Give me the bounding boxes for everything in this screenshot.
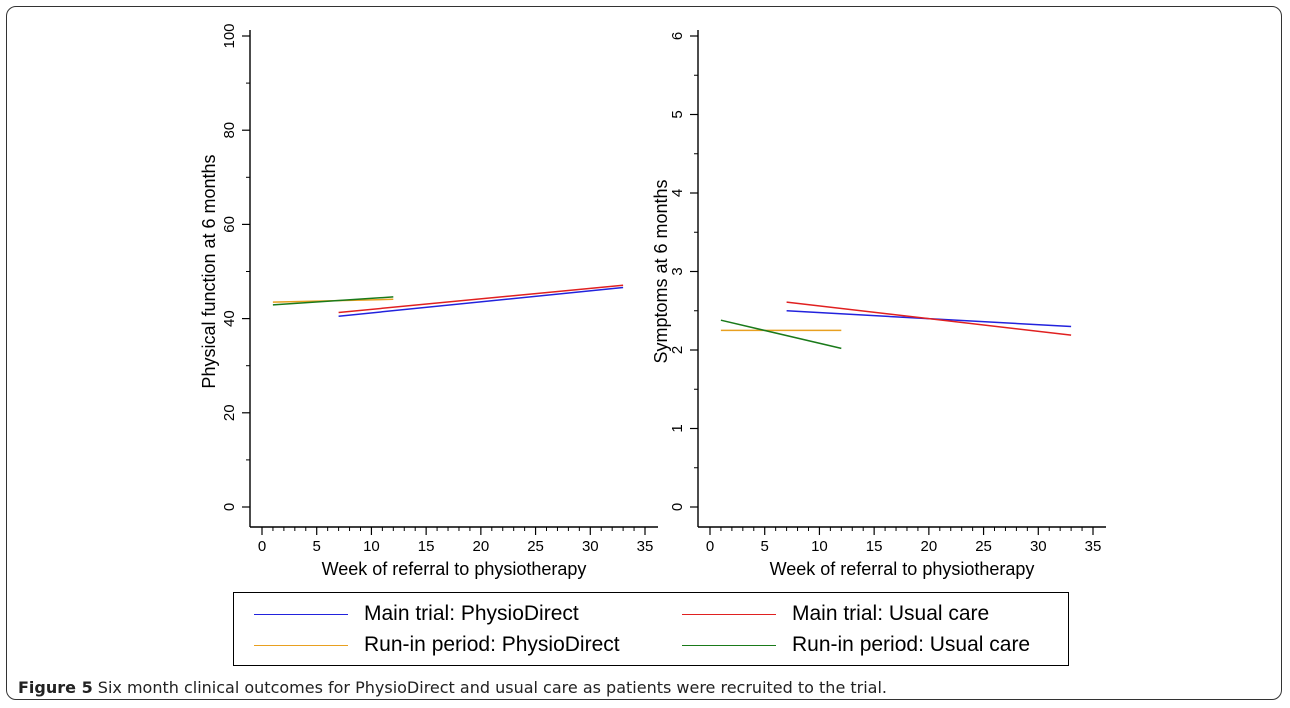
legend-item-main-usualcare: Main trial: Usual care [682,599,989,629]
chart1-y-tick-label: 20 [221,404,238,421]
chart2-y-tick-label: 5 [669,110,686,118]
legend-swatch [682,644,776,646]
chart2-y-tick-label: 2 [669,346,686,354]
chart2-x-tick-label: 30 [1030,538,1047,555]
chart2-y-tick-label: 1 [669,424,686,432]
chart1-x-tick-label: 15 [418,538,435,555]
legend-label: Run-in period: PhysioDirect [364,633,620,656]
chart1-x-tick-label: 35 [637,538,654,555]
chart2-x-tick-label: 5 [761,538,769,555]
chart1-series-line-1 [338,286,624,317]
legend: Main trial: PhysioDirect Main trial: Usu… [233,592,1069,666]
chart2-x-tick-label: 0 [706,538,714,555]
chart1-x-tick-label: 25 [527,538,544,555]
chart2-x-tick-label: 15 [866,538,883,555]
chart1-x-tick-label: 20 [473,538,490,555]
figure-frame [6,6,1282,700]
chart1-x-tick-label: 0 [258,538,266,555]
figure-caption: Figure 5 Six month clinical outcomes for… [18,678,887,697]
chart1-y-tick-label: 100 [221,23,238,48]
caption-label: Figure 5 [18,678,93,697]
chart2-y-tick-label: 6 [669,32,686,40]
chart2-y-tick-label: 3 [669,267,686,275]
legend-label: Run-in period: Usual care [792,633,1031,656]
chart1-x-tick-label: 30 [582,538,599,555]
chart2-y-axis-label: Symptoms at 6 months [651,179,671,363]
chart2-x-axis-label: Week of referral to physiotherapy [770,559,1035,579]
legend-item-runin-usualcare: Run-in period: Usual care [682,630,1030,660]
chart1-y-axis-label: Physical function at 6 months [199,154,219,388]
chart2-y-tick-label: 0 [669,503,686,511]
chart1-y-tick-label: 60 [221,216,238,233]
chart1-x-tick-label: 10 [363,538,380,555]
chart1-series-line-4 [272,296,394,306]
caption-text: Six month clinical outcomes for PhysioDi… [92,678,887,697]
legend-swatch [682,613,776,615]
legend-label: Main trial: Usual care [792,602,990,625]
chart2-y-tick-label: 4 [669,189,686,197]
legend-swatch [254,644,348,646]
chart2-x-tick-label: 10 [811,538,828,555]
chart2-x-tick-label: 20 [921,538,938,555]
legend-item-runin-physiodirect: Run-in period: PhysioDirect [254,630,620,660]
chart2-series-line-4 [720,319,842,350]
legend-swatch [254,613,348,615]
chart1-y-tick-label: 0 [221,503,238,511]
legend-item-main-physiodirect: Main trial: PhysioDirect [254,599,579,629]
chart2-series-line-2 [786,301,1072,336]
legend-label: Main trial: PhysioDirect [364,602,579,625]
chart1-y-tick-label: 40 [221,310,238,327]
chart1-series-line-2 [338,284,624,314]
chart2-x-tick-label: 35 [1085,538,1102,555]
chart1-x-tick-label: 5 [313,538,321,555]
chart1-y-tick-label: 80 [221,122,238,139]
chart1-x-axis-label: Week of referral to physiotherapy [322,559,587,579]
chart2-x-tick-label: 25 [975,538,992,555]
